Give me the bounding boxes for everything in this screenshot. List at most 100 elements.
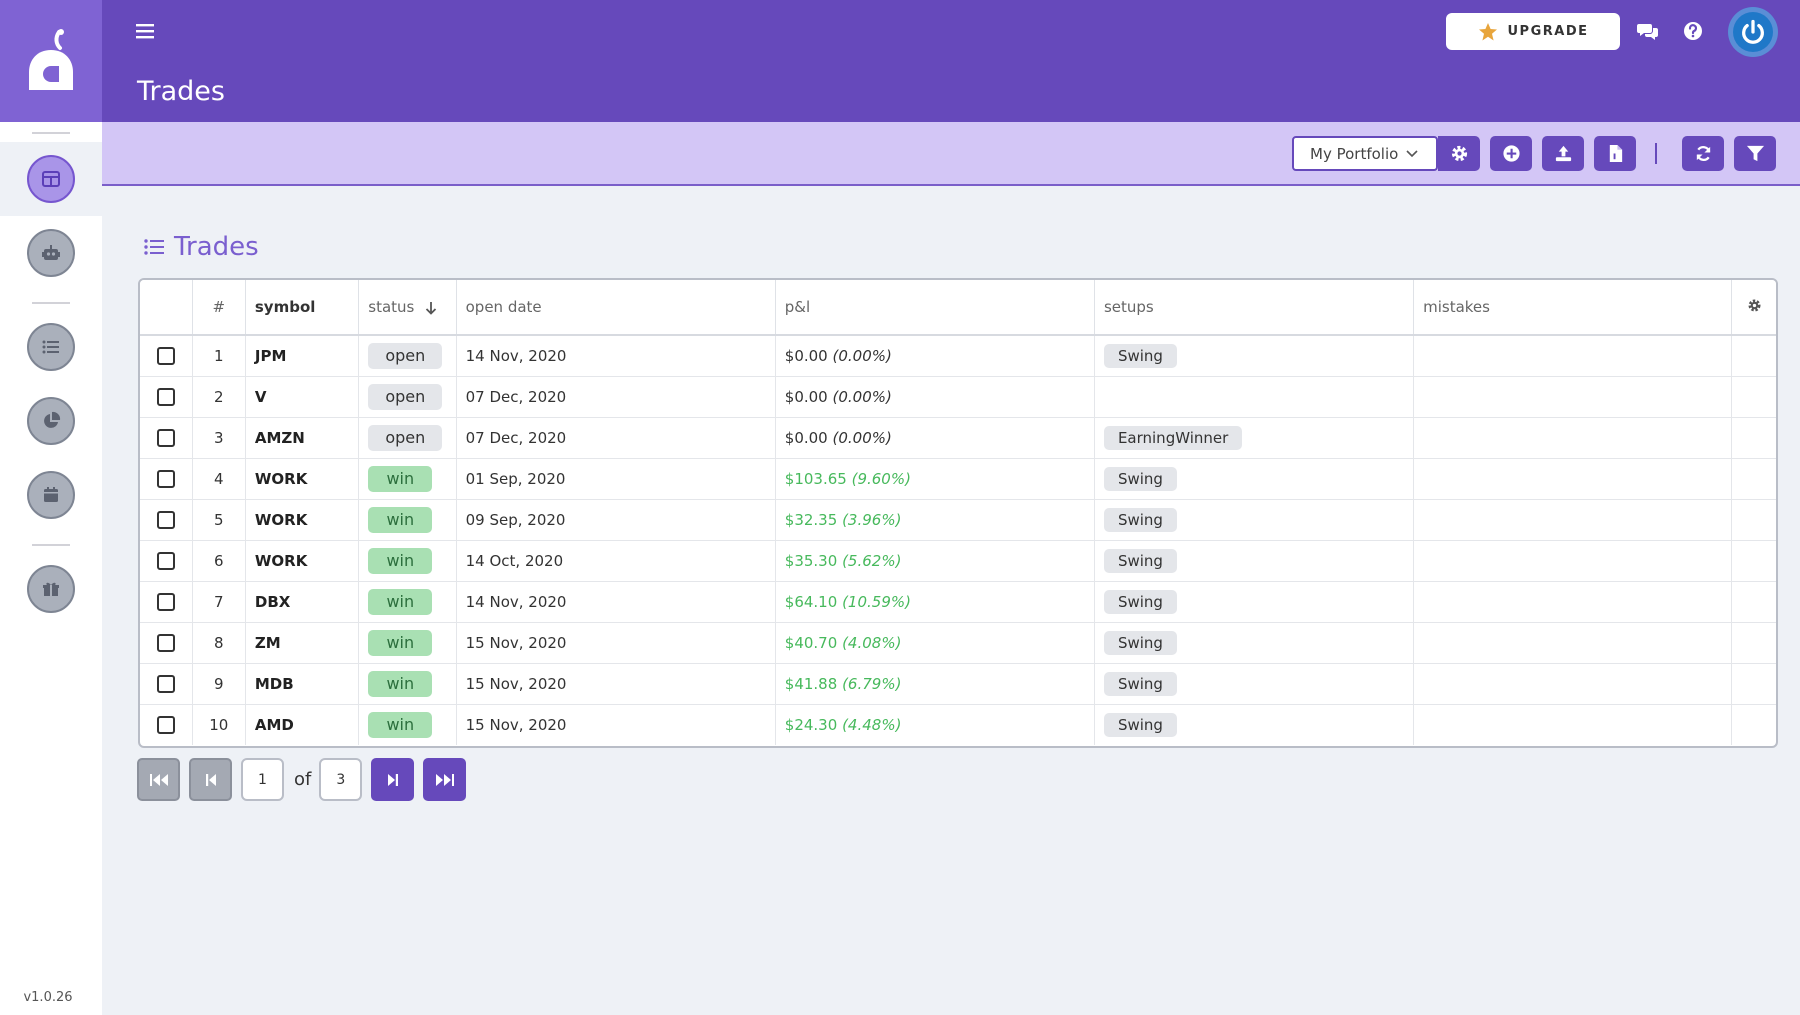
setup-tag[interactable]: EarningWinner bbox=[1103, 425, 1243, 450]
page-number-input[interactable]: 1 bbox=[241, 758, 284, 801]
filter-button[interactable] bbox=[1734, 136, 1776, 171]
row-checkbox[interactable] bbox=[156, 469, 175, 488]
sidebar-button-dashboard[interactable] bbox=[27, 155, 75, 203]
row-select-cell bbox=[140, 704, 193, 745]
table-row[interactable]: 5 WORK win 09 Sep, 2020 $32.35 (3.96%) Swing bbox=[140, 499, 1776, 541]
table-row[interactable]: 10 AMD win 15 Nov, 2020 $24.30 (4.48%) Swing bbox=[140, 704, 1776, 745]
table-row[interactable]: 4 WORK win 01 Sep, 2020 $103.65 (9.60%) Swing bbox=[140, 458, 1776, 500]
add-trade-button[interactable] bbox=[1490, 136, 1532, 171]
gift-icon bbox=[43, 582, 59, 596]
trade-symbol[interactable]: WORK bbox=[245, 540, 360, 582]
sidebar-item-trades[interactable] bbox=[0, 310, 102, 384]
page-of-label: of bbox=[294, 769, 312, 790]
trade-symbol[interactable]: V bbox=[245, 376, 360, 418]
setup-tag[interactable]: Swing bbox=[1103, 343, 1177, 368]
sidebar-button-trades[interactable] bbox=[27, 323, 75, 371]
row-actions-cell bbox=[1731, 499, 1776, 541]
row-number: 2 bbox=[192, 376, 246, 418]
gear-icon[interactable] bbox=[1747, 298, 1762, 313]
help-icon[interactable] bbox=[1682, 20, 1704, 42]
portfolio-select[interactable]: My Portfolio bbox=[1292, 136, 1438, 171]
setup-tag[interactable]: Swing bbox=[1103, 589, 1177, 614]
row-checkbox[interactable] bbox=[156, 633, 175, 652]
row-checkbox[interactable] bbox=[156, 716, 175, 734]
export-button[interactable] bbox=[1594, 136, 1636, 171]
setup-tag[interactable]: Swing bbox=[1103, 507, 1177, 532]
sidebar-divider bbox=[32, 302, 70, 304]
table-row[interactable]: 7 DBX win 14 Nov, 2020 $64.10 (10.59%) Swing bbox=[140, 581, 1776, 623]
column-header-setups[interactable]: setups bbox=[1094, 280, 1415, 336]
trade-symbol[interactable]: WORK bbox=[245, 458, 360, 500]
next-page-button[interactable] bbox=[371, 758, 415, 801]
upload-button[interactable] bbox=[1542, 136, 1584, 171]
table-row[interactable]: 9 MDB win 15 Nov, 2020 $41.88 (6.79%) Swing bbox=[140, 663, 1776, 705]
last-page-button[interactable] bbox=[423, 758, 467, 801]
row-number: 8 bbox=[192, 622, 246, 664]
chat-icon[interactable] bbox=[1637, 20, 1659, 42]
sidebar-item-reports[interactable] bbox=[0, 384, 102, 458]
sidebar-item-dashboard[interactable] bbox=[0, 142, 102, 216]
trade-symbol[interactable]: JPM bbox=[245, 335, 360, 377]
trade-symbol[interactable]: AMD bbox=[245, 704, 360, 745]
setup-tag[interactable]: Swing bbox=[1103, 630, 1177, 655]
setup-tag[interactable]: Swing bbox=[1103, 671, 1177, 696]
row-select-cell bbox=[140, 540, 193, 582]
column-header-mistakes[interactable]: mistakes bbox=[1413, 280, 1733, 336]
row-actions-cell bbox=[1731, 540, 1776, 582]
column-header-status-label: status bbox=[368, 298, 415, 316]
trade-symbol[interactable]: DBX bbox=[245, 581, 360, 623]
table-row[interactable]: 3 AMZN open 07 Dec, 2020 $0.00 (0.00%) Earnin… bbox=[140, 417, 1776, 459]
row-checkbox[interactable] bbox=[156, 347, 175, 365]
upgrade-label: UPGRADE bbox=[1507, 24, 1589, 39]
setup-tag[interactable]: Swing bbox=[1103, 548, 1177, 573]
app-logo[interactable] bbox=[0, 0, 102, 122]
sidebar-item-robot[interactable] bbox=[0, 216, 102, 290]
setup-tag[interactable]: Swing bbox=[1103, 466, 1177, 491]
sidebar-item-gifts[interactable] bbox=[0, 552, 102, 626]
sidebar-item-calendar[interactable] bbox=[0, 458, 102, 532]
column-header-open-date[interactable]: open date bbox=[456, 280, 776, 336]
pnl-percent: (4.48%) bbox=[842, 715, 902, 734]
table-settings-header[interactable] bbox=[1731, 280, 1776, 336]
row-checkbox[interactable] bbox=[156, 387, 175, 406]
upgrade-button[interactable]: UPGRADE bbox=[1446, 13, 1620, 50]
row-checkbox[interactable] bbox=[156, 428, 175, 447]
user-avatar[interactable] bbox=[1728, 7, 1778, 57]
row-actions-cell bbox=[1732, 704, 1776, 745]
trade-symbol[interactable]: ZM bbox=[245, 622, 360, 664]
trade-symbol[interactable]: AMZN bbox=[245, 417, 360, 459]
pnl-cell: $0.00 (0.00%) bbox=[775, 335, 1095, 377]
trade-symbol[interactable]: WORK bbox=[245, 499, 360, 541]
pnl-amount: $103.65 bbox=[784, 469, 847, 488]
status-badge: win bbox=[368, 670, 433, 697]
setup-tag[interactable]: Swing bbox=[1103, 712, 1177, 737]
table-row[interactable]: 6 WORK win 14 Oct, 2020 $35.30 (5.62%) Swing bbox=[140, 540, 1776, 582]
refresh-button[interactable] bbox=[1682, 136, 1724, 171]
column-header-pnl[interactable]: p&l bbox=[775, 280, 1095, 336]
prev-page-button[interactable] bbox=[189, 758, 232, 801]
status-cell: win bbox=[358, 458, 457, 500]
sidebar-button-gifts[interactable] bbox=[27, 565, 75, 613]
toolbar: My Portfolio bbox=[102, 122, 1800, 186]
row-checkbox[interactable] bbox=[156, 510, 175, 529]
row-checkbox[interactable] bbox=[156, 551, 175, 570]
row-checkbox[interactable] bbox=[156, 674, 175, 693]
row-actions-cell bbox=[1731, 581, 1776, 623]
row-select-cell bbox=[140, 376, 193, 418]
row-number: 7 bbox=[192, 581, 246, 623]
table-row[interactable]: 1 JPM open 14 Nov, 2020 $0.00 (0.00%) Swing bbox=[140, 335, 1776, 377]
table-row[interactable]: 8 ZM win 15 Nov, 2020 $40.70 (4.08%) Swing bbox=[140, 622, 1776, 664]
row-checkbox[interactable] bbox=[156, 592, 175, 611]
setups-cell: Swing bbox=[1094, 540, 1415, 582]
trade-symbol[interactable]: MDB bbox=[245, 663, 360, 705]
column-header-num[interactable]: # bbox=[192, 280, 246, 336]
sidebar-button-reports[interactable] bbox=[27, 397, 75, 445]
portfolio-settings-button[interactable] bbox=[1438, 136, 1480, 171]
column-header-status[interactable]: status bbox=[358, 280, 457, 336]
sidebar-button-robot[interactable] bbox=[27, 229, 75, 277]
hamburger-menu-icon[interactable] bbox=[136, 22, 154, 40]
column-header-symbol[interactable]: symbol bbox=[245, 280, 360, 336]
first-page-button[interactable] bbox=[137, 758, 180, 801]
sidebar-button-calendar[interactable] bbox=[27, 471, 75, 519]
